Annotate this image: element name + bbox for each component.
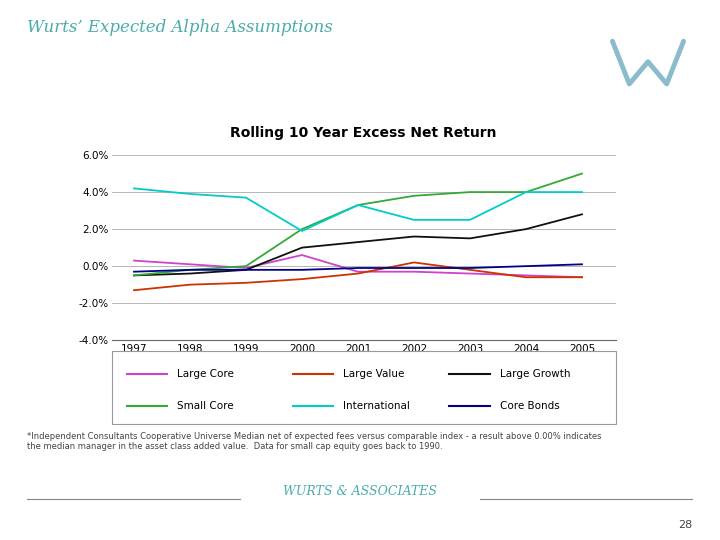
Text: *Independent Consultants Cooperative Universe Median net of expected fees versus: *Independent Consultants Cooperative Uni… <box>27 432 602 451</box>
Text: Large Growth: Large Growth <box>500 369 570 379</box>
Title: Rolling 10 Year Excess Net Return: Rolling 10 Year Excess Net Return <box>230 126 497 140</box>
Text: International: International <box>343 401 410 411</box>
Text: 28: 28 <box>678 520 693 530</box>
Text: Large Value: Large Value <box>343 369 405 379</box>
Text: WURTS & ASSOCIATES: WURTS & ASSOCIATES <box>283 485 437 498</box>
Text: Core Bonds: Core Bonds <box>500 401 559 411</box>
Text: Wurts’ Expected Alpha Assumptions: Wurts’ Expected Alpha Assumptions <box>27 19 333 36</box>
Text: Large Core: Large Core <box>177 369 234 379</box>
Text: Small Core: Small Core <box>177 401 234 411</box>
